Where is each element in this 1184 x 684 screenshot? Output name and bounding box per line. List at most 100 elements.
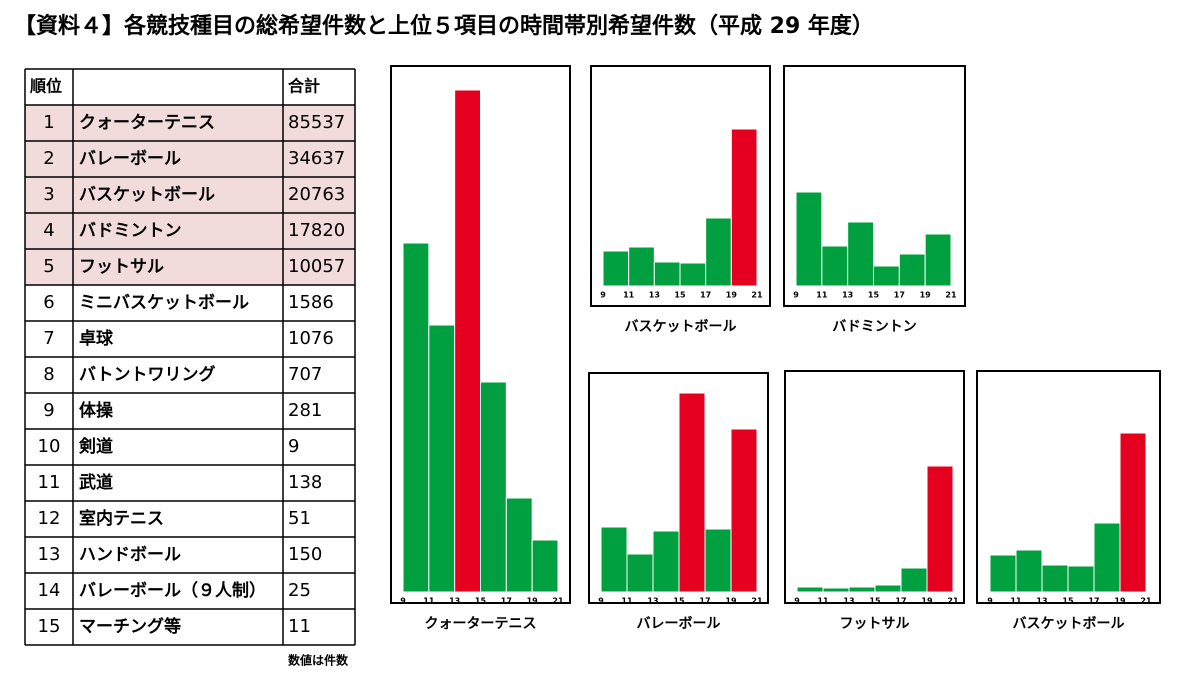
row-highlight — [25, 213, 355, 249]
bar — [454, 89, 481, 593]
bar — [505, 497, 533, 593]
bar — [989, 554, 1017, 593]
bar — [600, 526, 628, 593]
rank: 8 — [43, 364, 54, 385]
bar — [730, 128, 758, 287]
sport: マーチング等 — [79, 616, 181, 637]
x-tick-label: 21 — [552, 597, 564, 606]
bar — [679, 262, 707, 287]
x-tick-label: 19 — [920, 291, 932, 300]
sport: 体操 — [79, 400, 113, 421]
row-highlight — [25, 141, 355, 177]
total: 150 — [288, 544, 322, 565]
bar — [796, 586, 824, 593]
bar — [926, 465, 954, 593]
rank: 5 — [43, 256, 54, 277]
bar — [626, 553, 654, 593]
sport: 卓球 — [79, 328, 114, 349]
bar — [428, 324, 456, 593]
x-tick-label: 11 — [816, 291, 828, 300]
x-tick-label: 19 — [726, 291, 738, 300]
x-tick-label: 15 — [475, 597, 487, 606]
x-tick-label: 9 — [793, 291, 799, 300]
total: 9 — [288, 436, 299, 457]
x-tick-label: 21 — [751, 597, 763, 606]
rank: 15 — [38, 616, 61, 637]
row-highlight — [25, 105, 355, 141]
rank: 7 — [43, 328, 54, 349]
x-tick-label: 15 — [673, 597, 685, 606]
x-tick-label: 9 — [794, 597, 800, 606]
x-tick-label: 15 — [674, 291, 686, 300]
x-tick-label: 13 — [649, 291, 660, 300]
bar — [480, 381, 507, 593]
total: 707 — [288, 364, 322, 385]
rank: 2 — [43, 148, 54, 169]
bar — [705, 217, 732, 287]
chart-title: バドミントン — [832, 319, 916, 335]
bar — [730, 428, 758, 593]
sport: バレーボール — [79, 149, 181, 169]
bar — [924, 233, 952, 287]
bar — [602, 250, 630, 287]
x-tick-label: 19 — [1114, 597, 1126, 606]
bar — [1119, 432, 1147, 593]
chart-title: バスケットボール — [1013, 616, 1125, 632]
x-tick-label: 9 — [400, 597, 406, 606]
bar — [1093, 522, 1121, 593]
rank: 13 — [38, 544, 61, 565]
bar — [652, 530, 680, 593]
rank: 1 — [43, 112, 54, 133]
total: 138 — [288, 472, 322, 493]
total: 25 — [288, 580, 311, 601]
total: 1586 — [288, 292, 334, 313]
chart-title: クォーターテニス — [425, 616, 537, 632]
x-tick-label: 15 — [1062, 597, 1074, 606]
table-header: 順位 — [29, 77, 62, 96]
rank: 10 — [38, 436, 61, 457]
x-tick-label: 19 — [725, 597, 737, 606]
rank: 14 — [38, 580, 61, 601]
bar — [1067, 565, 1095, 593]
bar — [531, 539, 559, 593]
x-tick-label: 11 — [1010, 597, 1022, 606]
sport: ハンドボール — [79, 545, 181, 565]
x-tick-label: 13 — [647, 597, 658, 606]
row-highlight — [25, 177, 355, 213]
x-tick-label: 21 — [1140, 597, 1152, 606]
rank: 12 — [38, 508, 61, 529]
x-tick-label: 9 — [600, 291, 606, 300]
bar — [873, 265, 900, 287]
x-tick-label: 21 — [945, 291, 957, 300]
x-tick-label: 17 — [501, 597, 512, 606]
bar — [678, 392, 706, 593]
bar — [704, 528, 732, 593]
bar — [821, 245, 849, 287]
bar — [822, 587, 850, 593]
bar — [795, 191, 823, 287]
bar — [653, 261, 681, 287]
x-tick-label: 17 — [700, 291, 711, 300]
x-tick-label: 13 — [1036, 597, 1047, 606]
chart-title: バレーボール — [637, 616, 721, 632]
chart-title: フットサル — [840, 616, 910, 632]
table-note: 数値は件数 — [288, 653, 349, 668]
sport: フットサル — [79, 257, 164, 277]
table-header: 合計 — [288, 77, 320, 96]
x-tick-label: 13 — [843, 597, 854, 606]
x-tick-label: 11 — [621, 597, 633, 606]
sport: 剣道 — [78, 436, 113, 457]
x-tick-label: 17 — [1088, 597, 1099, 606]
bar — [898, 253, 926, 287]
total: 11 — [288, 616, 311, 637]
total: 1076 — [288, 328, 334, 349]
x-tick-label: 11 — [623, 291, 635, 300]
rank: 3 — [43, 184, 54, 205]
sport: 室内テニス — [79, 508, 164, 529]
bar — [900, 567, 928, 593]
rank: 6 — [43, 292, 54, 313]
x-tick-label: 13 — [449, 597, 460, 606]
sport: バスケットボール — [79, 185, 215, 205]
x-tick-label: 21 — [751, 291, 763, 300]
